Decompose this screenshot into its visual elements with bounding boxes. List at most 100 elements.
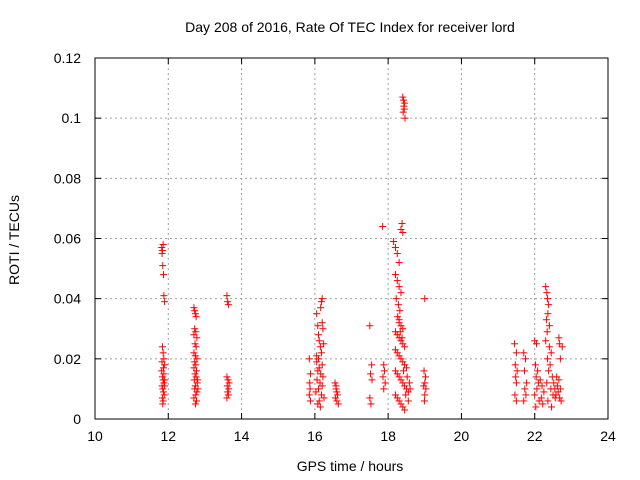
data-point [314, 322, 322, 330]
data-point [191, 400, 199, 408]
data-point [306, 397, 314, 405]
data-point [194, 385, 202, 393]
data-point [401, 361, 409, 369]
data-point [391, 271, 399, 279]
data-point [159, 385, 167, 393]
data-point [315, 337, 323, 345]
data-point [315, 355, 323, 363]
data-point [542, 337, 550, 345]
y-tick-label: 0.08 [54, 170, 81, 186]
data-point [401, 343, 409, 351]
data-point [533, 340, 541, 348]
data-point [159, 349, 167, 357]
data-point [381, 379, 389, 387]
data-point [420, 397, 428, 405]
data-point [391, 346, 399, 354]
data-point [317, 349, 325, 357]
data-point [190, 349, 198, 357]
data-point [395, 283, 403, 291]
data-point [193, 397, 201, 405]
data-point [393, 370, 401, 378]
data-point [318, 382, 326, 390]
data-point [403, 373, 411, 381]
data-point [305, 355, 313, 363]
y-tick-labels: 0 0.02 0.04 0.06 0.08 0.1 0.12 [54, 50, 81, 427]
data-point [224, 391, 232, 399]
data-point [556, 394, 564, 402]
data-point [391, 367, 399, 375]
data-point [556, 355, 564, 363]
data-point [159, 400, 167, 408]
data-point [398, 219, 406, 227]
data-point [313, 352, 321, 360]
data-point [366, 394, 374, 402]
data-point [393, 277, 401, 285]
y-tick-label: 0.12 [54, 50, 81, 66]
data-point [224, 298, 232, 306]
data-point [158, 343, 166, 351]
data-point [391, 244, 399, 252]
data-point [545, 301, 553, 309]
data-point [397, 225, 405, 233]
data-point [160, 391, 168, 399]
data-point [399, 379, 407, 387]
data-point [512, 397, 520, 405]
data-point [522, 355, 530, 363]
data-point [190, 331, 198, 339]
data-point [393, 349, 401, 357]
y-axis-title: ROTI / TECUs [6, 195, 22, 285]
data-point [542, 316, 550, 324]
data-point [540, 388, 548, 396]
data-point [193, 388, 201, 396]
x-tick-label: 22 [527, 428, 543, 444]
data-point [225, 385, 233, 393]
data-point [512, 349, 520, 357]
data-point [520, 397, 528, 405]
data-point [192, 391, 200, 399]
y-tick-label: 0.02 [54, 351, 81, 367]
data-point [392, 295, 400, 303]
data-point [192, 313, 200, 321]
data-point [553, 382, 561, 390]
data-point [399, 340, 407, 348]
data-point [318, 361, 326, 369]
data-point [397, 289, 405, 297]
data-points [158, 93, 566, 414]
data-point [554, 388, 562, 396]
data-point [401, 99, 409, 107]
data-point [224, 301, 232, 309]
data-point [314, 367, 322, 375]
data-point [546, 361, 554, 369]
data-point [334, 400, 342, 408]
data-point [531, 361, 539, 369]
x-tick-label: 18 [380, 428, 396, 444]
data-point [396, 307, 404, 315]
y-tick-label: 0.1 [62, 110, 82, 126]
data-point [368, 361, 376, 369]
data-point [191, 358, 199, 366]
data-point [395, 352, 403, 360]
data-point [223, 382, 231, 390]
x-tick-label: 10 [87, 428, 103, 444]
chart-title: Day 208 of 2016, Rate Of TEC Index for r… [185, 19, 515, 35]
data-point [223, 292, 231, 300]
data-point [555, 376, 563, 384]
data-point [160, 388, 168, 396]
data-point [543, 379, 551, 387]
data-point [401, 406, 409, 414]
data-point [532, 373, 540, 381]
data-point [159, 262, 167, 270]
data-point [316, 343, 324, 351]
data-point [319, 373, 327, 381]
data-point [315, 364, 323, 372]
data-point [306, 370, 314, 378]
data-point [397, 355, 405, 363]
data-point [543, 289, 551, 297]
data-point [400, 105, 408, 113]
data-point [333, 388, 341, 396]
data-point [399, 93, 407, 101]
data-point [223, 373, 231, 381]
data-point [532, 403, 540, 411]
data-point [399, 403, 407, 411]
